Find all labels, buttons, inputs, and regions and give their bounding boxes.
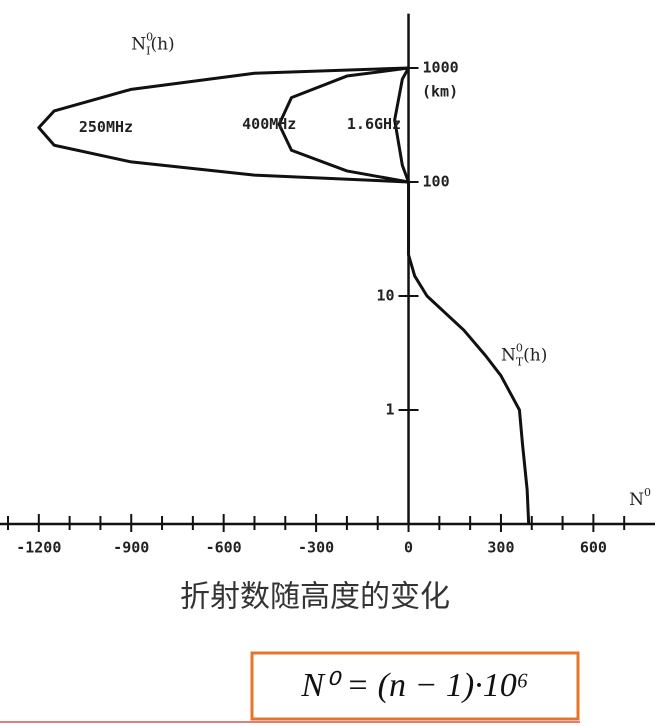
x-tick-label: -300 [298, 539, 334, 557]
x-tick-label: -600 [206, 539, 242, 557]
formula: N⁰ = (n − 1)·10⁶ [300, 667, 528, 704]
curve [407, 182, 531, 525]
annotation-sub: T [516, 356, 524, 369]
curve-label: 1.6GHz [347, 115, 401, 133]
curve [37, 66, 409, 184]
annotation-arg: (h) [523, 345, 547, 365]
x-tick-label: 300 [487, 539, 514, 557]
y-tick-label: 1 [385, 401, 394, 419]
curve-annotation: N0 T(h) [501, 342, 547, 369]
curve [393, 67, 410, 183]
curve-label: 400MHz [242, 115, 296, 133]
x-tick-label: 600 [580, 539, 607, 557]
y-tick-label: 100 [423, 173, 450, 191]
x-label-base: N [629, 490, 644, 510]
annotation-sup: 0 [146, 31, 153, 44]
annotation-base: N [131, 34, 146, 54]
x-tick-label: -1200 [16, 539, 61, 557]
x-tick-label: 0 [404, 539, 413, 557]
annotation-sub: I [146, 45, 150, 58]
y-unit: (km) [422, 83, 458, 101]
curve-label: 250MHz [79, 118, 133, 136]
y-tick-label: 10 [376, 287, 394, 305]
annotation-base: N [501, 345, 516, 365]
x-label-sup: 0 [644, 486, 651, 499]
formula-box [250, 651, 580, 721]
caption: 折射数随高度的变化 [180, 580, 450, 615]
curve [277, 66, 409, 184]
x-axis-label: N0 [629, 486, 651, 510]
y-tick-label: 1000 [423, 59, 459, 77]
curve-annotation: N0 I(h) [131, 31, 174, 58]
annotation-arg: (h) [150, 34, 174, 54]
annotation-sup: 0 [516, 342, 523, 355]
x-tick-label: -900 [113, 539, 149, 557]
